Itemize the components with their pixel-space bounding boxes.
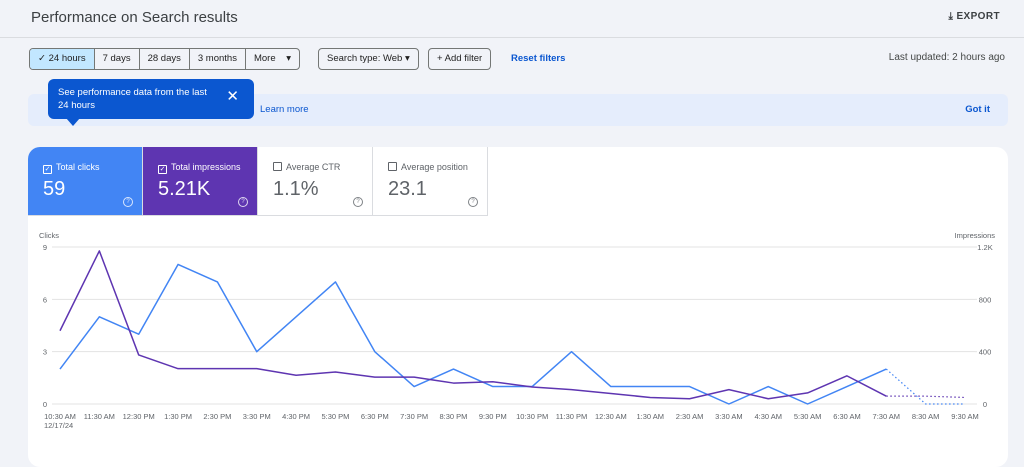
x-tick-label: 3:30 AM — [715, 412, 743, 421]
x-tick-label: 8:30 PM — [440, 412, 468, 421]
x-tick-label: 5:30 AM — [794, 412, 822, 421]
x-tick-label: 7:30 PM — [400, 412, 428, 421]
y-tick-label: 6 — [43, 295, 47, 304]
x-tick-label: 10:30 AM — [44, 412, 76, 421]
search-type-label[interactable]: Search type: Web — [327, 53, 403, 64]
metric-label[interactable]: Total clicks — [56, 162, 100, 172]
metric-label[interactable]: Total impressions — [171, 162, 241, 172]
metric-tile[interactable]: Average CTR 1.1%? — [258, 147, 373, 216]
range-label[interactable]: 28 days — [147, 53, 181, 64]
last-updated: Last updated: 2 hours ago — [888, 52, 1005, 63]
help-icon[interactable]: ? — [468, 197, 478, 207]
x-tick-label: 6:30 PM — [361, 412, 389, 421]
x-tick-label: 11:30 PM — [556, 412, 588, 421]
checkbox[interactable]: ✓ — [158, 165, 167, 174]
metric-value[interactable]: 23.1 — [388, 178, 427, 200]
metric-tile[interactable]: Average position 23.1? — [373, 147, 488, 216]
series-line — [59, 263, 887, 405]
x-tick-label: 10:30 PM — [516, 412, 548, 421]
x-tick-label: 2:30 AM — [676, 412, 704, 421]
checkbox[interactable] — [388, 162, 397, 171]
y2-tick-label: 400 — [979, 348, 992, 357]
tooltip-close[interactable]: ✕ — [226, 88, 239, 105]
y-axis-title: Clicks — [39, 231, 59, 240]
metric-label-row[interactable]: Average CTR — [273, 162, 340, 172]
x-tick-label: 12:30 AM — [595, 412, 627, 421]
metric-tile[interactable]: ✓ Total impressions 5.21K? — [143, 147, 258, 216]
add-filter-label[interactable]: Add filter — [444, 53, 483, 64]
x-tick-label: 4:30 PM — [282, 412, 310, 421]
x-tick-label: 11:30 AM — [84, 412, 115, 421]
page-title: Performance on Search results — [31, 9, 238, 26]
series-line-partial — [885, 368, 965, 405]
y2-tick-label: 0 — [983, 400, 987, 409]
tooltip: See performance data from the last 24 ho… — [48, 79, 254, 119]
range-label[interactable]: 24 hours — [48, 53, 86, 64]
x-tick-label: 7:30 AM — [873, 412, 901, 421]
x-tick-label: 1:30 PM — [164, 412, 192, 421]
metric-label[interactable]: Average position — [401, 162, 468, 172]
x-tick-label: 8:30 AM — [912, 412, 940, 421]
export-label[interactable]: EXPORT — [956, 11, 1000, 22]
metric-label-row[interactable]: Average position — [388, 162, 468, 172]
chart: Clicks Impressions 0 3 6 9 0 400 800 1.2K 10:30 AM… — [39, 231, 996, 430]
page: Performance on Search results ⤓ EXPORT ✓… — [0, 9, 1024, 467]
range-option[interactable]: 7 days — [95, 49, 140, 69]
range-label[interactable]: 3 months — [197, 53, 237, 64]
x-tick-label: 1:30 AM — [636, 412, 664, 421]
help-icon[interactable]: ? — [123, 197, 133, 207]
range-label[interactable]: More — [253, 53, 276, 64]
metric-value[interactable]: 59 — [43, 178, 66, 200]
series-line — [59, 250, 887, 400]
y2-tick-label: 1.2K — [977, 243, 992, 252]
add-filter-chip[interactable]: + Add filter — [428, 48, 492, 70]
tooltip-arrow — [66, 118, 80, 126]
date-range-selector[interactable]: ✓ 24 hours 7 days 28 days 3 months More ▾ — [29, 48, 301, 70]
range-option[interactable]: More ▾ — [246, 49, 299, 69]
metric-tile[interactable]: ✓ Total clicks 59? — [28, 147, 143, 216]
range-label[interactable]: 7 days — [102, 53, 131, 64]
y-tick-label: 0 — [43, 400, 47, 409]
y2-tick-label: 800 — [979, 295, 992, 304]
divider — [0, 37, 1024, 38]
x-tick-label: 2:30 PM — [203, 412, 231, 421]
dropdown-icon[interactable]: ▾ — [283, 53, 292, 64]
help-icon[interactable]: ? — [238, 197, 248, 207]
series-line-partial — [886, 395, 966, 399]
help-icon[interactable]: ? — [353, 197, 363, 207]
y2-axis-title: Impressions — [955, 231, 996, 240]
x-tick-label: 5:30 PM — [321, 412, 349, 421]
range-option[interactable]: 28 days — [140, 49, 190, 69]
y-tick-label: 9 — [43, 243, 47, 252]
checkbox[interactable] — [273, 162, 282, 171]
search-type-chip[interactable]: Search type: Web ▾ — [318, 48, 419, 70]
check-icon[interactable]: ✓ — [38, 53, 49, 64]
range-option[interactable]: ✓ 24 hours — [30, 49, 95, 69]
range-option[interactable]: 3 months — [190, 49, 246, 69]
x-tick-label: 9:30 AM — [951, 412, 979, 421]
got-it-button[interactable]: Got it — [965, 104, 990, 115]
checkbox[interactable]: ✓ — [43, 165, 52, 174]
metric-value[interactable]: 1.1% — [273, 178, 319, 200]
metric-label[interactable]: Average CTR — [286, 162, 341, 172]
learn-more-link[interactable]: Learn more — [260, 104, 309, 115]
export-button[interactable]: ⤓ EXPORT — [948, 11, 1000, 22]
x-tick-label: 4:30 AM — [754, 412, 782, 421]
metric-label-row[interactable]: ✓ Total impressions — [158, 162, 241, 174]
y-tick-label: 3 — [43, 348, 47, 357]
tooltip-text: See performance data from the last 24 ho… — [58, 87, 207, 111]
x-tick-label: 12:30 PM — [123, 412, 155, 421]
metric-value[interactable]: 5.21K — [158, 178, 211, 200]
x-tick-label: 9:30 PM — [479, 412, 507, 421]
metric-label-row[interactable]: ✓ Total clicks — [43, 162, 100, 174]
x-date-label: 12/17/24 — [44, 421, 73, 430]
x-tick-label: 6:30 AM — [833, 412, 861, 421]
x-tick-label: 3:30 PM — [243, 412, 271, 421]
reset-filters[interactable]: Reset filters — [511, 53, 566, 64]
